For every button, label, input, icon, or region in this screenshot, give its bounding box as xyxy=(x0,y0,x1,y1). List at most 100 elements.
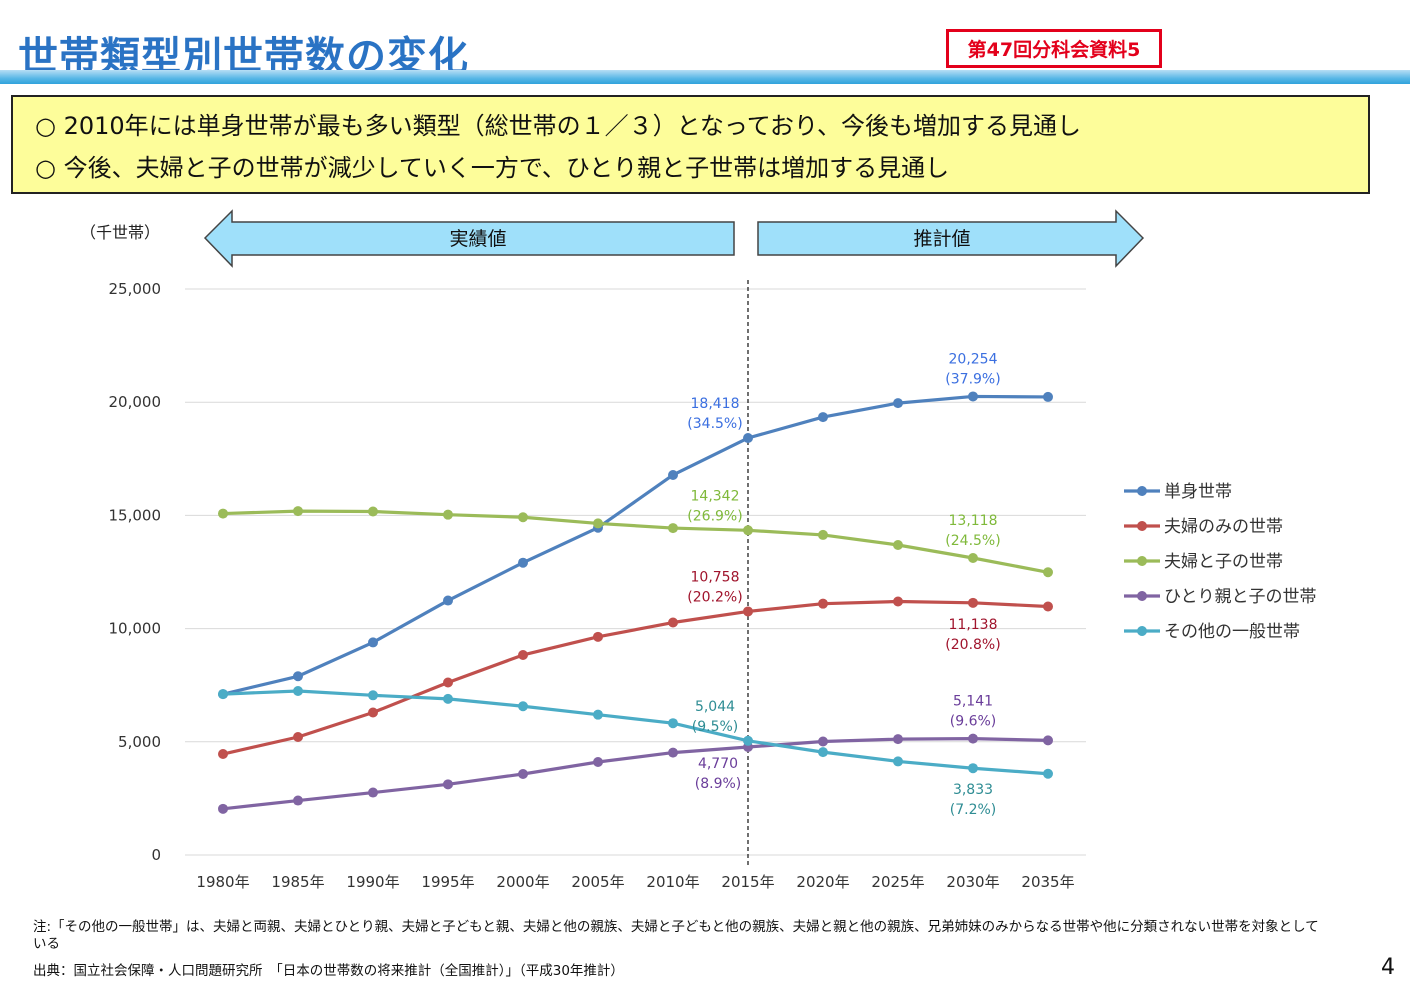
data-point xyxy=(1043,567,1053,578)
y-tick-label: 25,000 xyxy=(109,280,162,298)
data-point xyxy=(293,795,303,806)
data-point xyxy=(518,649,528,660)
data-point xyxy=(818,529,828,540)
data-label-value: 4,770 xyxy=(698,756,738,772)
data-point xyxy=(218,749,228,760)
x-tick-label: 2030年 xyxy=(946,873,999,891)
data-label-value: 11,138 xyxy=(949,617,998,633)
x-tick-label: 2000年 xyxy=(496,873,549,891)
series-line xyxy=(222,689,1049,776)
data-point xyxy=(893,734,903,745)
data-label-percent: (9.5%) xyxy=(692,719,739,735)
data-point xyxy=(593,756,603,767)
data-point xyxy=(968,597,978,608)
data-point xyxy=(518,557,528,568)
data-label-value: 3,833 xyxy=(953,782,993,798)
data-label-percent: (37.9%) xyxy=(945,371,1000,387)
data-point xyxy=(218,803,228,814)
data-point xyxy=(743,735,753,746)
data-point xyxy=(818,412,828,423)
data-label-percent: (24.5%) xyxy=(945,533,1000,549)
x-tick-label: 2015年 xyxy=(721,873,774,891)
data-label-value: 5,141 xyxy=(953,694,993,710)
data-label-value: 14,342 xyxy=(691,488,740,504)
data-point xyxy=(368,787,378,798)
data-label-value: 10,758 xyxy=(691,569,740,585)
y-tick-label: 10,000 xyxy=(109,620,162,638)
data-point xyxy=(743,433,753,444)
forecast-period-label: 推計値 xyxy=(913,228,970,250)
legend-marker xyxy=(1137,486,1147,496)
data-point xyxy=(518,768,528,779)
actual-period-label: 実績値 xyxy=(449,228,506,250)
footnote: 注:「その他の一般世帯」は、夫婦と両親、夫婦とひとり親、夫婦と子どもと親、夫婦と… xyxy=(33,919,1319,952)
summary-line-2: ○ 今後、夫婦と子の世帯が減少していく一方で、ひとり親と子世帯は増加する見通し xyxy=(35,154,950,182)
data-point xyxy=(968,763,978,774)
data-point xyxy=(968,553,978,564)
data-point xyxy=(443,779,453,790)
series-line xyxy=(222,394,1049,696)
data-label-percent: (8.9%) xyxy=(695,776,742,792)
data-point xyxy=(368,690,378,701)
y-tick-label: 20,000 xyxy=(109,393,162,411)
data-point xyxy=(893,596,903,607)
data-point xyxy=(743,525,753,536)
data-point xyxy=(293,685,303,696)
x-tick-label: 1985年 xyxy=(271,873,324,891)
data-point xyxy=(1043,735,1053,746)
data-point xyxy=(1043,391,1053,402)
data-point xyxy=(443,595,453,606)
x-tick-label: 1990年 xyxy=(346,873,399,891)
data-label-value: 5,044 xyxy=(695,699,735,715)
legend-marker xyxy=(1137,626,1147,636)
x-tick-label: 2005年 xyxy=(571,873,624,891)
data-point xyxy=(293,732,303,743)
data-point xyxy=(593,518,603,529)
y-tick-label: 15,000 xyxy=(109,506,162,524)
data-label-value: 13,118 xyxy=(949,513,998,529)
data-point xyxy=(218,508,228,519)
data-point xyxy=(1043,768,1053,779)
data-point xyxy=(218,689,228,700)
legend-entry: その他の一般世帯 xyxy=(1164,622,1300,642)
data-label-percent: (26.9%) xyxy=(687,508,742,524)
x-tick-label: 2020年 xyxy=(796,873,849,891)
period-arrows: 実績値 推計値 xyxy=(203,209,1145,268)
y-axis-unit-label: （千世帯） xyxy=(80,223,161,242)
data-point xyxy=(668,469,678,480)
y-tick-label: 5,000 xyxy=(118,733,161,751)
series-line xyxy=(222,509,1049,574)
data-point xyxy=(818,598,828,609)
title-underline-bar xyxy=(0,70,1410,84)
data-point xyxy=(818,736,828,747)
data-point xyxy=(368,506,378,517)
series-line xyxy=(222,599,1049,756)
data-point xyxy=(668,523,678,534)
data-label-value: 20,254 xyxy=(949,351,998,367)
legend-marker xyxy=(1137,556,1147,566)
series-line xyxy=(222,737,1049,811)
data-point xyxy=(743,606,753,617)
document-badge: 第47回分科会資料5 xyxy=(946,29,1162,68)
data-point xyxy=(668,718,678,729)
data-label-percent: (20.2%) xyxy=(687,589,742,605)
data-label-value: 18,418 xyxy=(691,396,740,412)
data-point xyxy=(893,756,903,767)
actual-period-arrow xyxy=(203,209,735,268)
data-point xyxy=(893,398,903,409)
data-point xyxy=(293,506,303,517)
data-point xyxy=(293,671,303,682)
data-point xyxy=(593,709,603,720)
data-point xyxy=(818,747,828,758)
data-point xyxy=(443,693,453,704)
data-point xyxy=(968,391,978,402)
data-label-percent: (7.2%) xyxy=(950,802,997,818)
data-point xyxy=(893,539,903,550)
data-point xyxy=(968,733,978,744)
source-citation: 出典：国立社会保障・人口問題研究所 「日本の世帯数の将来推計（全国推計）」（平成… xyxy=(33,963,624,979)
data-point xyxy=(668,747,678,758)
x-tick-label: 1980年 xyxy=(196,873,249,891)
data-point xyxy=(593,631,603,642)
legend-entry: 単身世帯 xyxy=(1164,482,1232,502)
